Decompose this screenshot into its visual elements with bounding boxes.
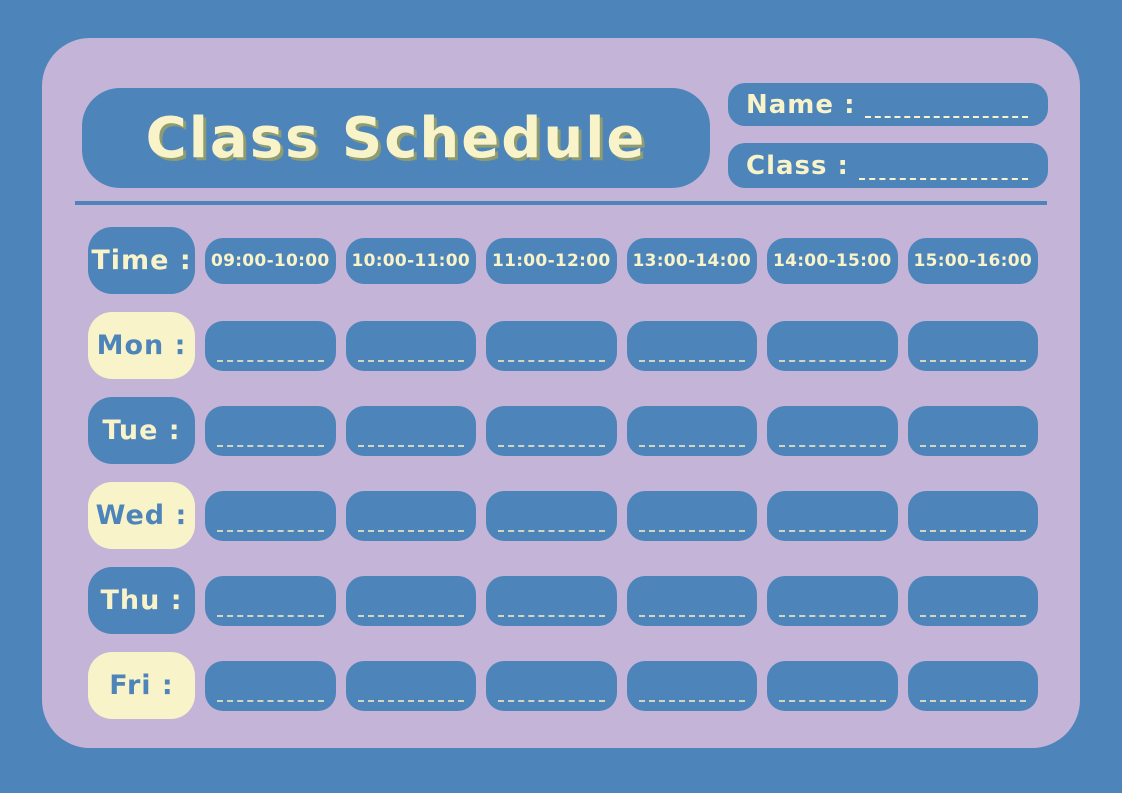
schedule-cell[interactable] bbox=[486, 320, 617, 371]
time-slot: 13:00-14:00 bbox=[626, 237, 757, 284]
schedule-cell[interactable] bbox=[205, 490, 336, 541]
day-label: Mon : bbox=[88, 312, 195, 379]
schedule-cell[interactable] bbox=[767, 575, 898, 626]
cell-write-line bbox=[357, 444, 464, 447]
class-field[interactable]: Class : bbox=[728, 143, 1048, 188]
cell-write-line bbox=[638, 614, 745, 617]
day-row: Fri : bbox=[88, 652, 1038, 719]
cell-write-line bbox=[638, 529, 745, 532]
cell-write-line bbox=[919, 699, 1026, 702]
day-row: Wed : bbox=[88, 482, 1038, 549]
cell-write-line bbox=[498, 614, 605, 617]
schedule-cell[interactable] bbox=[907, 320, 1038, 371]
schedule-cell[interactable] bbox=[205, 575, 336, 626]
cell-write-line bbox=[498, 444, 605, 447]
cell-write-line bbox=[919, 359, 1026, 362]
cell-write-line bbox=[498, 359, 605, 362]
day-label: Tue : bbox=[88, 397, 195, 464]
cell-write-line bbox=[217, 699, 324, 702]
time-row-label: Time : bbox=[88, 227, 195, 294]
cell-write-line bbox=[919, 444, 1026, 447]
cell-write-line bbox=[638, 444, 745, 447]
day-label: Wed : bbox=[88, 482, 195, 549]
schedule-cell[interactable] bbox=[767, 320, 898, 371]
class-write-line[interactable] bbox=[858, 178, 1028, 180]
header-divider bbox=[75, 201, 1047, 205]
schedule-cell[interactable] bbox=[626, 575, 757, 626]
schedule-cell[interactable] bbox=[907, 660, 1038, 711]
schedule-cell[interactable] bbox=[345, 320, 476, 371]
cell-write-line bbox=[638, 699, 745, 702]
schedule-cell[interactable] bbox=[907, 405, 1038, 456]
cell-write-line bbox=[498, 529, 605, 532]
schedule-cell[interactable] bbox=[767, 660, 898, 711]
schedule-cell[interactable] bbox=[205, 405, 336, 456]
schedule-cell[interactable] bbox=[486, 490, 617, 541]
schedule-cell[interactable] bbox=[626, 660, 757, 711]
schedule-cell[interactable] bbox=[345, 405, 476, 456]
name-label: Name : bbox=[746, 89, 856, 120]
schedule-cell[interactable] bbox=[345, 660, 476, 711]
day-label: Fri : bbox=[88, 652, 195, 719]
cell-write-line bbox=[779, 529, 886, 532]
cell-write-line bbox=[919, 614, 1026, 617]
name-write-line[interactable] bbox=[865, 116, 1028, 118]
page-title: Class Schedule bbox=[145, 105, 647, 171]
cell-write-line bbox=[357, 614, 464, 617]
cell-write-line bbox=[638, 359, 745, 362]
schedule-grid: Time :09:00-10:00 10:00-11:00 11:00-12:00 1… bbox=[88, 227, 1038, 719]
cell-write-line bbox=[217, 529, 324, 532]
schedule-cell[interactable] bbox=[626, 320, 757, 371]
class-label: Class : bbox=[746, 150, 849, 181]
cell-write-line bbox=[779, 614, 886, 617]
time-slot: 09:00-10:00 bbox=[205, 237, 336, 284]
schedule-cell[interactable] bbox=[486, 575, 617, 626]
cell-write-line bbox=[357, 359, 464, 362]
schedule-cell[interactable] bbox=[626, 405, 757, 456]
time-header-row: Time :09:00-10:00 10:00-11:00 11:00-12:00 1… bbox=[88, 227, 1038, 294]
cell-write-line bbox=[357, 529, 464, 532]
cell-write-line bbox=[779, 699, 886, 702]
schedule-cell[interactable] bbox=[345, 575, 476, 626]
cell-write-line bbox=[217, 444, 324, 447]
time-slot: 14:00-15:00 bbox=[767, 237, 898, 284]
schedule-cell[interactable] bbox=[626, 490, 757, 541]
cell-write-line bbox=[919, 529, 1026, 532]
cell-write-line bbox=[217, 614, 324, 617]
title-banner: Class Schedule bbox=[82, 88, 710, 188]
cell-write-line bbox=[217, 359, 324, 362]
time-slot: 15:00-16:00 bbox=[907, 237, 1038, 284]
cell-write-line bbox=[357, 699, 464, 702]
schedule-cell[interactable] bbox=[767, 405, 898, 456]
day-row: Mon : bbox=[88, 312, 1038, 379]
day-row: Tue : bbox=[88, 397, 1038, 464]
schedule-cell[interactable] bbox=[486, 405, 617, 456]
cell-write-line bbox=[498, 699, 605, 702]
schedule-cell[interactable] bbox=[486, 660, 617, 711]
time-slot: 10:00-11:00 bbox=[345, 237, 476, 284]
cell-write-line bbox=[779, 444, 886, 447]
time-slot: 11:00-12:00 bbox=[486, 237, 617, 284]
name-field[interactable]: Name : bbox=[728, 83, 1048, 126]
schedule-cell[interactable] bbox=[205, 320, 336, 371]
day-row: Thu : bbox=[88, 567, 1038, 634]
cell-write-line bbox=[779, 359, 886, 362]
schedule-cell[interactable] bbox=[767, 490, 898, 541]
schedule-cell[interactable] bbox=[907, 490, 1038, 541]
day-label: Thu : bbox=[88, 567, 195, 634]
schedule-card: Class Schedule Name : Class : Time :09:0… bbox=[42, 38, 1080, 748]
schedule-cell[interactable] bbox=[345, 490, 476, 541]
schedule-cell[interactable] bbox=[907, 575, 1038, 626]
schedule-cell[interactable] bbox=[205, 660, 336, 711]
